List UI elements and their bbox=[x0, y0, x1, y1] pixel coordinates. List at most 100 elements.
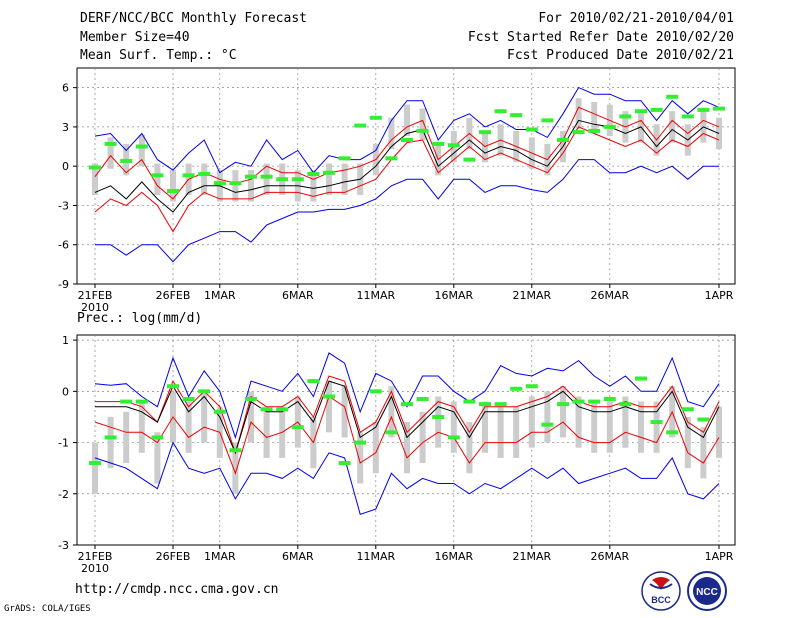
prec-ytick-label: 1 bbox=[62, 334, 69, 347]
prec-observed-marker bbox=[494, 402, 507, 407]
prec-observed-marker bbox=[666, 430, 679, 435]
prec-series-max bbox=[94, 352, 720, 440]
prec-xtick-label: 21MAR bbox=[512, 550, 551, 563]
temp-xtick-label: 16MAR bbox=[434, 289, 473, 302]
prec-observed-marker bbox=[213, 409, 226, 414]
temp-ytick-label: -3 bbox=[58, 199, 69, 212]
temp-spread-box bbox=[154, 163, 161, 195]
temp-observed-marker bbox=[416, 128, 429, 133]
temp-observed-marker bbox=[338, 156, 351, 161]
prec-observed-marker bbox=[697, 417, 710, 422]
temp-observed-marker bbox=[401, 138, 413, 142]
prec-spread-box bbox=[716, 406, 722, 458]
prec-observed-marker bbox=[432, 414, 445, 419]
temp-observed-marker bbox=[619, 114, 632, 119]
prec-xtick-label: 16MAR bbox=[434, 550, 473, 563]
prec-observed-marker bbox=[167, 384, 179, 389]
temp-spread-box bbox=[669, 111, 676, 143]
prec-xtick-label: 1APR bbox=[705, 550, 734, 563]
temp-xtick-label: 26MAR bbox=[590, 289, 629, 302]
prec-observed-marker bbox=[619, 402, 632, 407]
temp-spread-box bbox=[248, 170, 254, 202]
temp-observed-marker bbox=[588, 128, 601, 133]
temp-series-mean bbox=[94, 119, 720, 213]
prec-spread-box bbox=[248, 391, 254, 443]
temp-xtick-label: 21FEB bbox=[78, 289, 113, 302]
temp-spread-box bbox=[591, 102, 598, 134]
temp-observed-marker bbox=[323, 170, 335, 175]
temp-observed-marker bbox=[104, 141, 117, 146]
prec-spread-box bbox=[544, 391, 551, 443]
temp-observed-marker bbox=[120, 158, 133, 163]
temp-ytick-label: 6 bbox=[62, 82, 69, 95]
prec-observed-marker bbox=[338, 461, 351, 466]
prec-spread-box bbox=[435, 396, 442, 448]
temp-observed-marker bbox=[167, 189, 179, 194]
temp-observed-marker bbox=[635, 109, 647, 114]
prec-spread-box bbox=[638, 401, 644, 453]
prec-series-ens-upper bbox=[95, 375, 720, 455]
prec-spread-box bbox=[700, 427, 707, 479]
prec-observed-marker bbox=[369, 389, 382, 394]
prec-spread-box bbox=[622, 396, 629, 448]
prec-observed-marker bbox=[525, 384, 538, 389]
prec-observed-marker bbox=[307, 379, 320, 384]
prec-xtick-label: 1MAR bbox=[204, 550, 236, 563]
temp-observed-marker bbox=[198, 172, 211, 177]
temp-observed-marker bbox=[666, 94, 679, 99]
prec-ytick-label: -1 bbox=[58, 437, 69, 450]
prec-spread-box bbox=[497, 406, 504, 458]
temp-observed-marker bbox=[89, 165, 101, 170]
temp-ytick-label: -6 bbox=[58, 239, 69, 252]
prec-observed-marker bbox=[182, 397, 195, 402]
prec-observed-marker bbox=[447, 435, 460, 440]
temp-observed-marker bbox=[213, 181, 226, 186]
prec-ytick-label: 0 bbox=[62, 385, 69, 398]
temp-observed-marker bbox=[369, 115, 382, 120]
prec-series-ens-lower bbox=[94, 395, 720, 475]
prec-observed-marker bbox=[260, 407, 273, 412]
prec-spread-box bbox=[466, 422, 473, 474]
bcc-logo: BCC bbox=[641, 571, 681, 611]
temp-spread-box bbox=[263, 163, 270, 195]
prec-spread-box bbox=[357, 432, 364, 484]
prec-spread-box bbox=[232, 442, 239, 494]
temp-observed-marker bbox=[291, 177, 304, 182]
prec-observed-marker bbox=[229, 448, 242, 453]
temp-spread-box bbox=[201, 163, 208, 195]
forecast-period: For 2010/02/21-2010/04/01 bbox=[538, 11, 734, 26]
temp-observed-marker bbox=[479, 130, 491, 135]
temp-spread-box bbox=[419, 108, 426, 140]
prec-series-mean bbox=[95, 380, 720, 455]
prec-observed-marker bbox=[385, 430, 398, 435]
prec-observed-marker bbox=[557, 402, 569, 407]
prec-observed-marker bbox=[198, 389, 211, 394]
temp-spread-box bbox=[138, 134, 145, 167]
temp-spread-box bbox=[310, 170, 317, 202]
temp-spread-box bbox=[107, 137, 114, 169]
prec-xtick-label: 26MAR bbox=[590, 550, 629, 563]
source-url[interactable]: http://cmdp.ncc.cma.gov.cn bbox=[75, 582, 279, 597]
prec-observed-marker bbox=[635, 376, 647, 381]
temp-observed-marker bbox=[307, 172, 320, 177]
temp-xtick-label: 11MAR bbox=[356, 289, 395, 302]
prec-spread-box bbox=[404, 422, 410, 474]
prec-observed-marker bbox=[104, 435, 117, 440]
prec-xtick-label: 26FEB bbox=[156, 550, 191, 563]
temp-observed-marker bbox=[354, 123, 367, 128]
temp-observed-marker bbox=[557, 138, 569, 142]
temp-series-ens-lower bbox=[94, 126, 720, 233]
prec-spread-box bbox=[372, 422, 379, 474]
prec-observed-marker bbox=[541, 422, 554, 427]
temp-spread-box bbox=[232, 170, 239, 202]
prec-spread-box bbox=[419, 411, 426, 464]
temp-observed-marker bbox=[245, 174, 257, 179]
temp-observed-marker bbox=[697, 107, 710, 112]
temp-spread-box bbox=[575, 98, 582, 130]
temp-ytick-label: 0 bbox=[62, 160, 69, 173]
temp-observed-marker bbox=[572, 130, 585, 135]
produced-date: Fcst Produced Date 2010/02/21 bbox=[507, 48, 734, 63]
temp-spread-box bbox=[341, 163, 348, 195]
prec-observed-marker bbox=[354, 440, 367, 445]
